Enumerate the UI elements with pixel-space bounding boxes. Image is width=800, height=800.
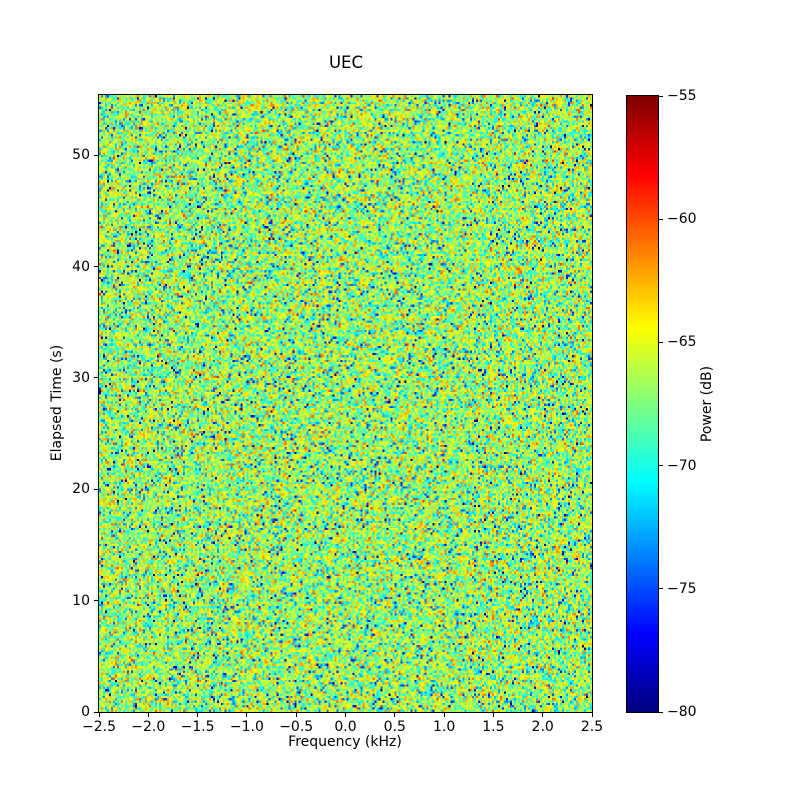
plot-area [98,94,593,713]
x-tick-label: −1.0 [229,719,264,735]
colorbar-tick-label: −55 [667,88,697,104]
colorbar-tick-mark [659,588,663,590]
colorbar-tick-mark [659,711,663,713]
colorbar-tick-label: −75 [667,580,697,597]
y-tick-label: 40 [72,258,90,275]
colorbar-gradient [627,96,658,712]
y-tick-label: 20 [72,481,90,498]
x-tick-mark [492,713,494,717]
x-tick-label: 0.0 [334,719,357,735]
x-tick-mark [345,713,346,717]
colorbar-tick-label: −70 [667,457,697,474]
x-tick-label: 2.0 [531,719,554,735]
x-axis-label: Frequency (kHz) [288,734,402,750]
x-tick-label: 1.0 [432,719,456,735]
x-tick-mark [246,713,248,717]
colorbar-tick-mark [659,465,663,467]
x-tick-label: 2.5 [580,719,604,735]
x-tick-mark [295,713,297,717]
x-tick-mark [542,713,544,717]
x-tick-label: −0.5 [279,719,314,735]
colorbar [626,95,659,713]
y-tick-label: 30 [72,369,90,386]
y-tick-label: 10 [72,592,90,609]
x-tick-mark [147,713,149,717]
x-tick-label: −2.5 [82,719,116,735]
y-tick-mark [94,488,98,490]
y-axis-label: Elapsed Time (s) [49,344,65,462]
x-tick-mark [98,713,100,717]
colorbar-tick-mark [659,95,663,97]
title-line-main: UEC [328,52,364,72]
colorbar-tick-mark [659,218,663,220]
x-tick-label: 0.5 [383,719,406,735]
spectrogram-heatmap [99,95,592,712]
y-tick-mark [94,711,98,713]
colorbar-tick-label: −65 [667,334,697,351]
colorbar-tick-label: −60 [667,211,697,228]
x-tick-label: −2.0 [131,719,166,735]
y-tick-mark [94,377,98,379]
y-tick-label: 50 [72,147,90,164]
x-tick-label: −1.5 [180,719,215,735]
colorbar-tick-mark [659,341,663,343]
x-tick-mark [443,713,445,717]
x-tick-mark [394,713,396,717]
colorbar-axis-label: Power (dB) [699,365,715,443]
x-tick-mark [591,713,593,717]
colorbar-tick-label: −80 [667,704,697,720]
x-tick-mark [197,713,199,717]
y-tick-label: 0 [81,704,90,720]
x-tick-label: 1.5 [482,719,505,735]
y-tick-mark [94,154,98,156]
y-tick-mark [94,600,98,602]
y-tick-mark [94,266,98,267]
